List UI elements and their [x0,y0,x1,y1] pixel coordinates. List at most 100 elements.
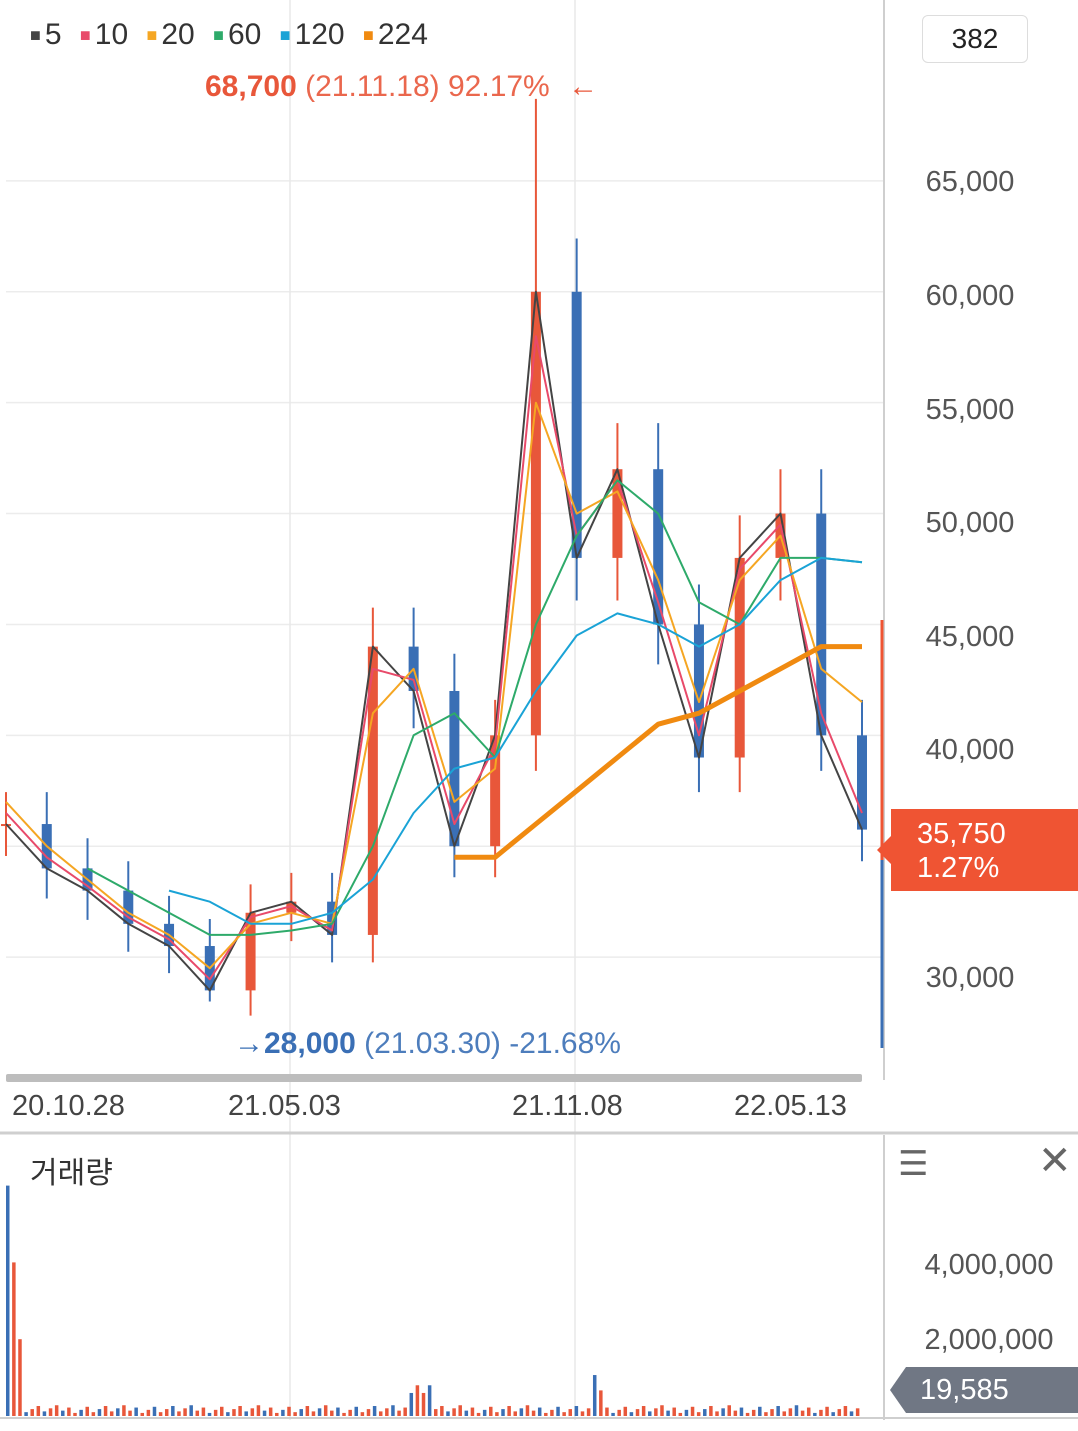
volume-bar [134,1407,138,1416]
max-price-value: 68,700 [205,70,297,103]
volume-bar [18,1339,22,1416]
legend-item-ma10[interactable]: ■ 10 [79,18,129,51]
volume-bar [452,1408,456,1416]
legend-item-ma5[interactable]: ■ 5 [30,18,62,51]
volume-bar [782,1411,787,1416]
volume-bar [440,1406,444,1416]
volume-bar [427,1385,432,1416]
volume-bar [458,1405,462,1416]
volume-bar [519,1408,524,1416]
volume-bar [409,1392,414,1416]
volume-bar [788,1408,793,1416]
volume-bar [281,1409,285,1416]
hamburger-menu-icon[interactable]: ☰ [898,1145,929,1183]
volume-bar [122,1405,126,1416]
date-tick-label: 22.05.13 [734,1090,847,1122]
volume-bar [330,1410,334,1416]
legend-item-ma224[interactable]: ■ 224 [362,18,428,51]
volume-bar [489,1406,493,1416]
volume-bar [213,1409,218,1416]
volume-bar [464,1410,469,1416]
volume-bar [678,1412,683,1416]
date-tick-label: 21.11.08 [512,1090,623,1122]
volume-bar [109,1411,114,1416]
volume-bar [372,1406,377,1416]
volume-bar [79,1409,83,1416]
volume-bar [91,1412,96,1416]
volume-bar [550,1409,554,1416]
volume-bar [201,1407,206,1416]
volume-bar [6,1185,10,1416]
legend-item-ma120[interactable]: ■ 120 [279,18,345,51]
volume-bar [476,1412,481,1416]
volume-bar [690,1406,695,1416]
current-price-tag: 35,750 1.27% [877,809,1078,891]
legend-item-ma20[interactable]: ■ 20 [146,18,195,51]
volume-bar [103,1406,108,1416]
volume-bar [580,1411,585,1416]
candle-body [530,291,541,736]
min-price-value: 28,000 [264,1027,356,1060]
candle-body [857,735,867,830]
volume-bar [195,1410,200,1416]
volume-bar [605,1407,609,1416]
ma-line-5 [5,290,863,992]
volume-bar [189,1405,193,1416]
ma-line-60 [87,479,863,936]
volume-bar [629,1412,634,1416]
candle-body [245,912,256,991]
volume-bar [378,1411,383,1416]
left-arrow-icon: ← [568,70,599,103]
ma-line-224 [454,644,862,860]
candle-body [571,291,582,558]
volume-bar [696,1412,701,1416]
volume-bar [287,1406,291,1416]
volume-bar [311,1411,316,1416]
volume-bar [177,1411,181,1416]
volume-bar [152,1406,157,1416]
volume-bar [354,1406,359,1416]
volume-bar [158,1412,163,1416]
legend-item-ma60[interactable]: ■ 60 [213,18,262,51]
volume-bar [568,1409,573,1416]
right-arrow-icon: → [234,1027,264,1060]
price-tick-label: 50,000 [925,507,1015,539]
volume-bar [226,1412,230,1416]
volume-bar [574,1406,579,1416]
current-price-change: 1.27% [917,852,1000,884]
volume-bar [770,1409,774,1416]
volume-bar [36,1406,41,1416]
volume-bar [556,1406,560,1416]
volume-bar [776,1406,780,1416]
volume-bar [323,1405,328,1416]
volume-bar [715,1411,719,1416]
volume-bar [238,1406,242,1416]
volume-tick-label: 2,000,000 [924,1324,1054,1356]
volume-bar [207,1412,212,1416]
volume-bar [256,1405,261,1416]
period-count-box[interactable]: 382 [922,15,1028,63]
volume-bar [849,1411,854,1416]
volume-bar [611,1412,615,1416]
close-icon[interactable]: ✕ [1038,1139,1072,1183]
volume-bar [12,1262,16,1416]
volume-bar [128,1410,132,1416]
price-tick-label: 45,000 [925,621,1015,653]
volume-bar [73,1412,77,1416]
moving-average-legend: ■ 5 ■ 10 ■ 20 ■ 60 ■ 120 ■ 224 [30,18,438,52]
price-tick-label: 65,000 [925,166,1015,198]
volume-bar [617,1409,621,1416]
candle-body [490,735,501,847]
volume-bar [348,1409,352,1416]
volume-bar [727,1405,731,1416]
volume-bar [666,1410,670,1416]
volume-bar [592,1375,597,1416]
volume-bar [660,1405,664,1416]
candle-body [734,557,745,758]
volume-bar [562,1412,566,1416]
volume-bar [513,1411,517,1416]
volume-bar [794,1405,799,1416]
volume-bar [635,1409,640,1416]
volume-bar [739,1407,744,1416]
